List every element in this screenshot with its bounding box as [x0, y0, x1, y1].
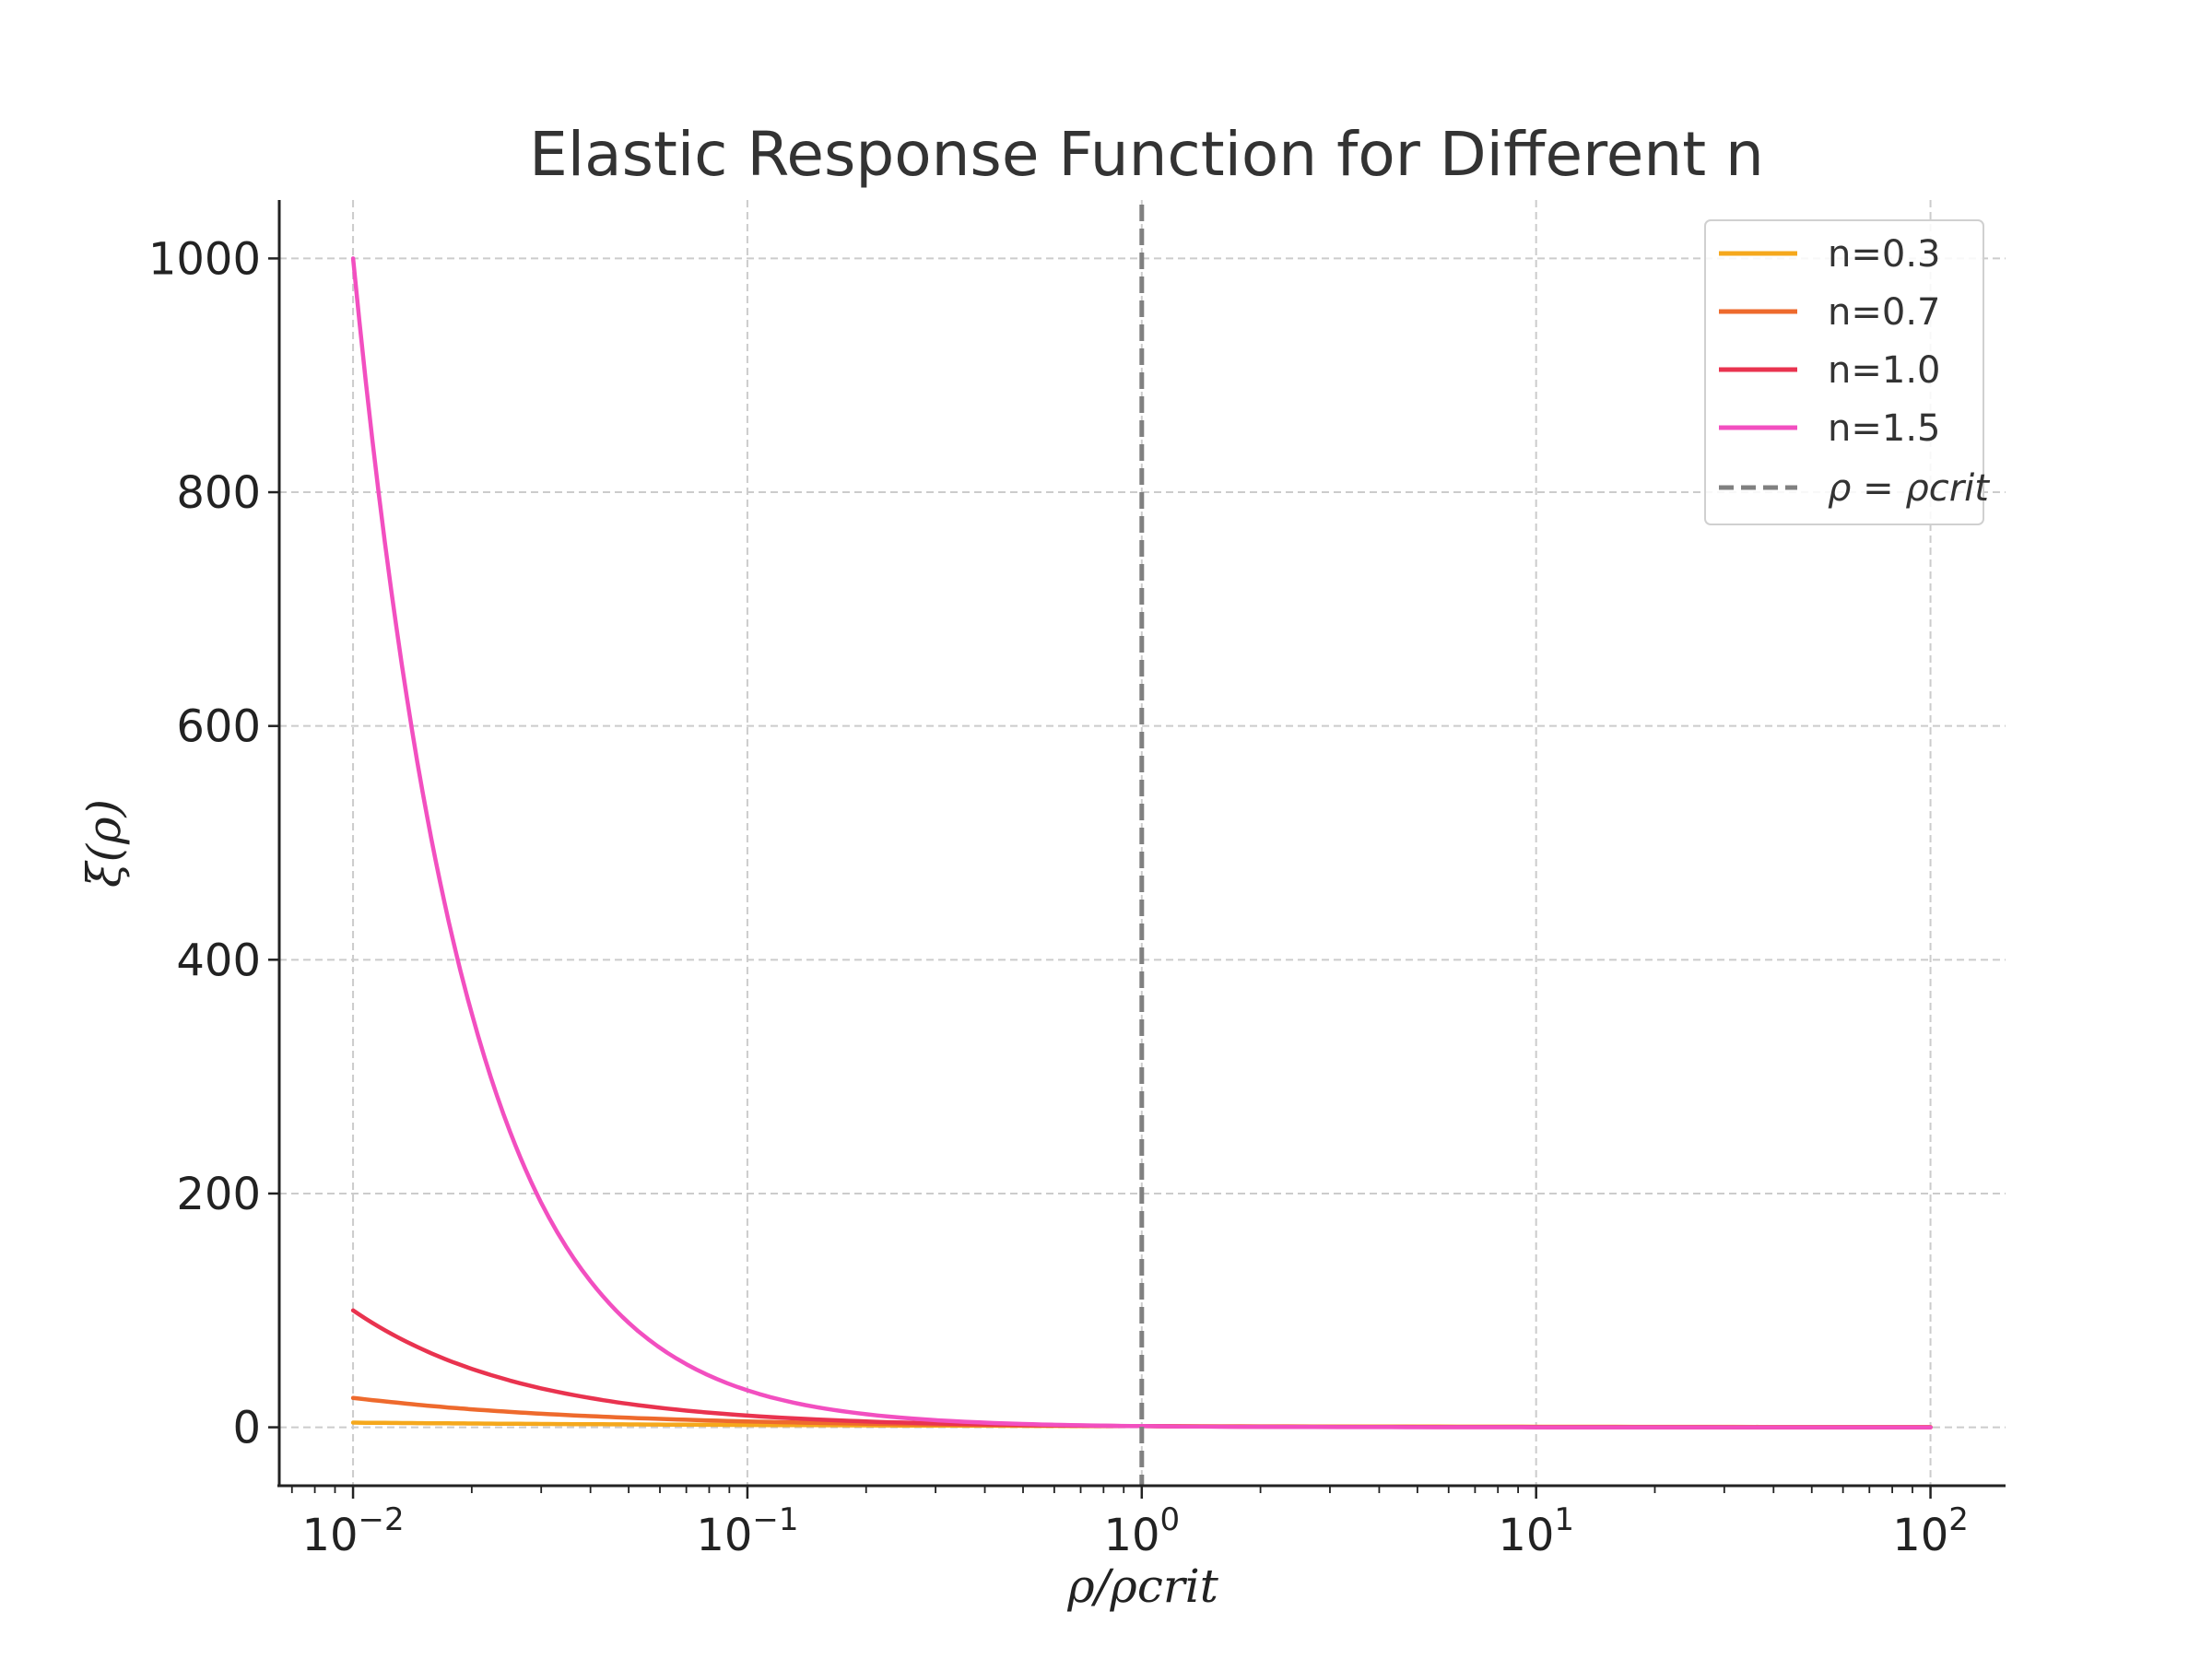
y-tick-label: 800: [176, 467, 261, 519]
x-tick-exponent: 0: [1160, 1501, 1181, 1538]
legend-label: ρ = ρcrit: [1828, 467, 1990, 510]
x-tick-label: 10−2: [301, 1501, 404, 1561]
x-axis-label-main: ρ/ρcrit: [1066, 1559, 1219, 1613]
x-axis-label: ρ/ρcrit: [1066, 1559, 1219, 1613]
data-layer: [350, 205, 1933, 1486]
y-tick-label: 0: [232, 1403, 261, 1454]
x-tick-exponent: −1: [752, 1501, 798, 1538]
y-tick-label: 1000: [148, 233, 261, 285]
x-tick-label: 100: [1103, 1501, 1180, 1561]
svg-text:ρ/ρcrit: ρ/ρcrit: [1066, 1559, 1219, 1613]
y-axis-label: ξ(ρ): [77, 799, 131, 888]
y-tick-label: 200: [176, 1169, 261, 1220]
series-line-n=1.5: [350, 256, 1933, 1430]
x-tick-label: 102: [1892, 1501, 1969, 1561]
x-tick-base: 10: [301, 1510, 358, 1561]
x-tick-base: 10: [1498, 1510, 1554, 1561]
legend-label: n=0.3: [1828, 233, 1940, 276]
y-tick-label: 600: [176, 701, 261, 753]
x-tick-exponent: 1: [1554, 1501, 1574, 1538]
legend-box: [1704, 219, 1984, 525]
x-tick-label: 10−1: [696, 1501, 798, 1561]
legend-label: n=1.0: [1828, 349, 1940, 392]
x-tick-exponent: 2: [1948, 1501, 1969, 1538]
legend-label: n=0.7: [1828, 291, 1940, 334]
x-tick-base: 10: [1892, 1510, 1948, 1561]
x-tick-base: 10: [1103, 1510, 1159, 1561]
x-tick-base: 10: [696, 1510, 752, 1561]
x-tick-label: 101: [1498, 1501, 1574, 1561]
chart-title: Elastic Response Function for Different …: [529, 119, 1764, 190]
legend-label: n=1.5: [1828, 407, 1940, 450]
legend: n=0.3 n=0.7 n=1.0 n=1.5 ρ = ρcrit: [1704, 219, 1990, 525]
x-tick-exponent: −2: [359, 1501, 405, 1538]
y-tick-label: 400: [176, 935, 261, 986]
